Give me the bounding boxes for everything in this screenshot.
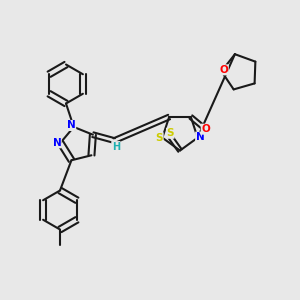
Text: S: S xyxy=(156,133,163,143)
Text: O: O xyxy=(220,65,228,75)
Text: S: S xyxy=(167,128,174,138)
Text: O: O xyxy=(201,124,210,134)
Text: N: N xyxy=(196,132,204,142)
Text: N: N xyxy=(52,138,61,148)
Text: H: H xyxy=(112,142,120,152)
Text: N: N xyxy=(67,121,76,130)
